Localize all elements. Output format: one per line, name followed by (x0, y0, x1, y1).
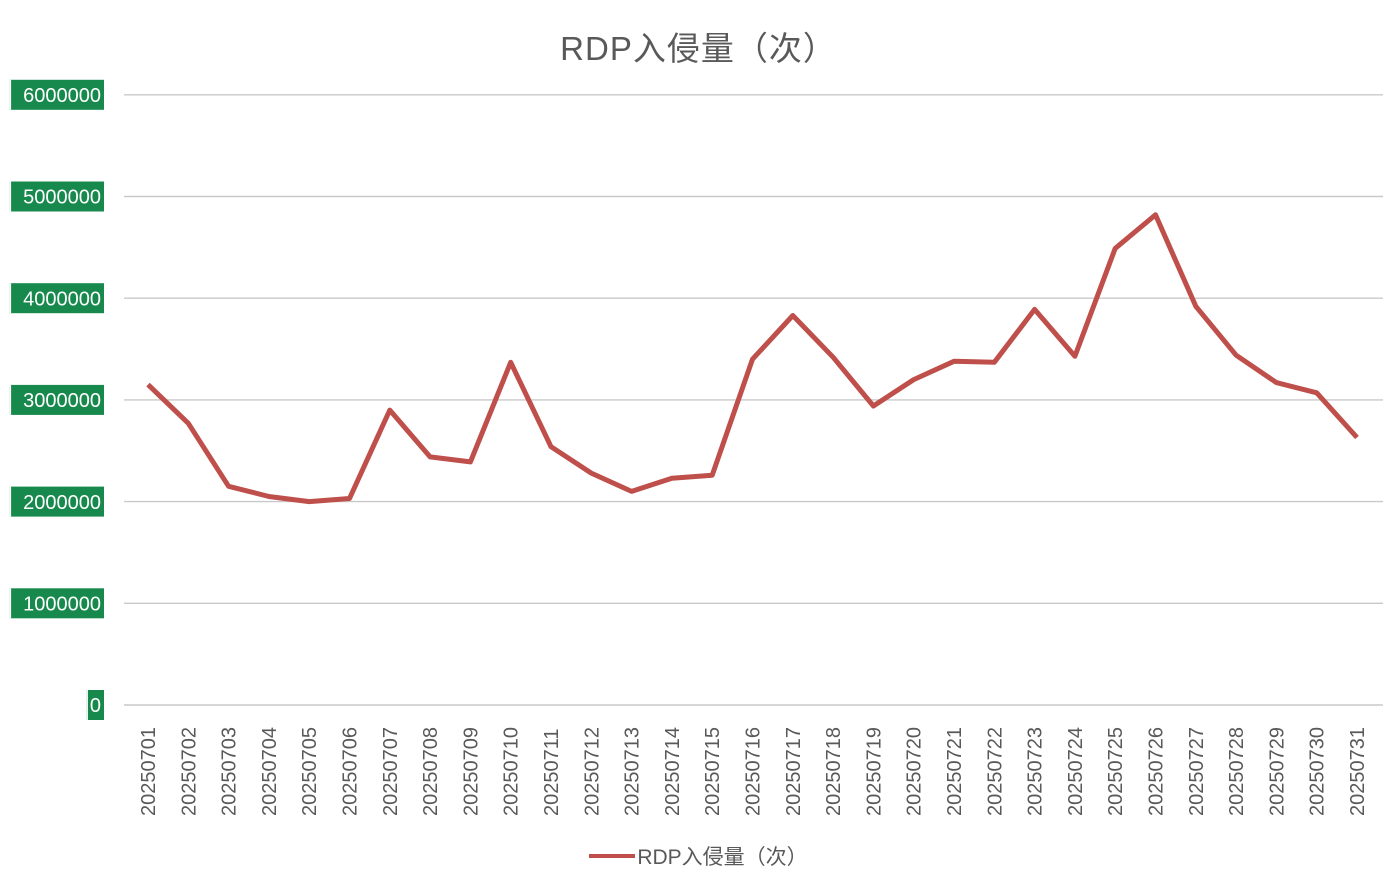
x-tick-label: 20250723 (1025, 727, 1047, 816)
x-tick-label: 20250713 (622, 727, 644, 816)
y-tick-label: 1000000 (23, 594, 101, 616)
y-tick-label: 3000000 (23, 390, 101, 412)
y-tick-highlight (9, 384, 104, 415)
x-tick-label: 20250702 (178, 727, 200, 816)
x-tick-label: 20250709 (460, 727, 482, 816)
x-tick-label: 20250721 (944, 727, 966, 816)
x-tick-label: 20250712 (581, 727, 603, 816)
y-tick-highlight (9, 181, 104, 212)
series-line (146, 212, 1359, 505)
x-tick-label: 20250716 (743, 727, 765, 816)
y-tick-highlight (86, 690, 104, 720)
y-tick-highlight-edge (9, 384, 12, 415)
x-tick-label: 20250715 (702, 727, 724, 816)
y-tick-highlight-edge (9, 588, 12, 619)
y-tick-label: 0 (90, 695, 101, 717)
x-tick-label: 20250717 (783, 727, 805, 816)
x-tick-label: 20250720 (904, 727, 926, 816)
x-tick-label: 20250722 (984, 727, 1006, 816)
y-tick-highlight (9, 79, 104, 110)
x-tick-label: 20250706 (340, 727, 362, 816)
x-tick-label: 20250729 (1266, 727, 1288, 816)
y-tick-highlight-edge (86, 690, 88, 720)
x-tick-label: 20250705 (299, 727, 321, 816)
x-tick-label: 20250727 (1186, 727, 1208, 816)
x-tick-label: 20250726 (1146, 727, 1168, 816)
y-tick-highlight (9, 283, 104, 314)
y-tick-highlight (9, 486, 104, 517)
y-tick-highlight (9, 588, 104, 619)
x-tick-label: 20250704 (259, 727, 281, 816)
x-tick-label: 20250707 (380, 727, 402, 816)
y-tick-label: 4000000 (23, 288, 101, 310)
x-tick-label: 20250724 (1065, 727, 1087, 816)
legend: RDP入侵量（次） (0, 843, 1397, 869)
x-tick-label: 20250701 (138, 727, 160, 816)
x-tick-label: 20250719 (863, 727, 885, 816)
x-tick-label: 20250710 (501, 727, 523, 816)
x-tick-label: 20250725 (1105, 727, 1127, 816)
x-tick-label: 20250714 (662, 727, 684, 816)
x-tick-label: 20250703 (219, 727, 241, 816)
legend-label: RDP入侵量（次） (637, 846, 808, 869)
y-tick-label: 6000000 (23, 85, 101, 107)
y-tick-highlight-edge (9, 486, 12, 517)
legend-line-swatch (589, 853, 636, 859)
x-tick-label: 20250718 (823, 727, 845, 816)
x-tick-label: 20250731 (1347, 727, 1369, 816)
y-tick-label: 5000000 (23, 187, 101, 209)
y-tick-highlight-edge (9, 283, 12, 314)
x-tick-label: 20250728 (1226, 727, 1248, 816)
y-tick-highlight-edge (9, 181, 12, 212)
x-tick-label: 20250730 (1307, 727, 1329, 816)
x-tick-label: 20250711 (541, 729, 563, 817)
x-tick-label: 20250708 (420, 727, 442, 816)
y-tick-highlight-edge (9, 79, 12, 110)
chart-title: RDP入侵量（次） (560, 30, 837, 67)
y-tick-label: 2000000 (23, 492, 101, 514)
